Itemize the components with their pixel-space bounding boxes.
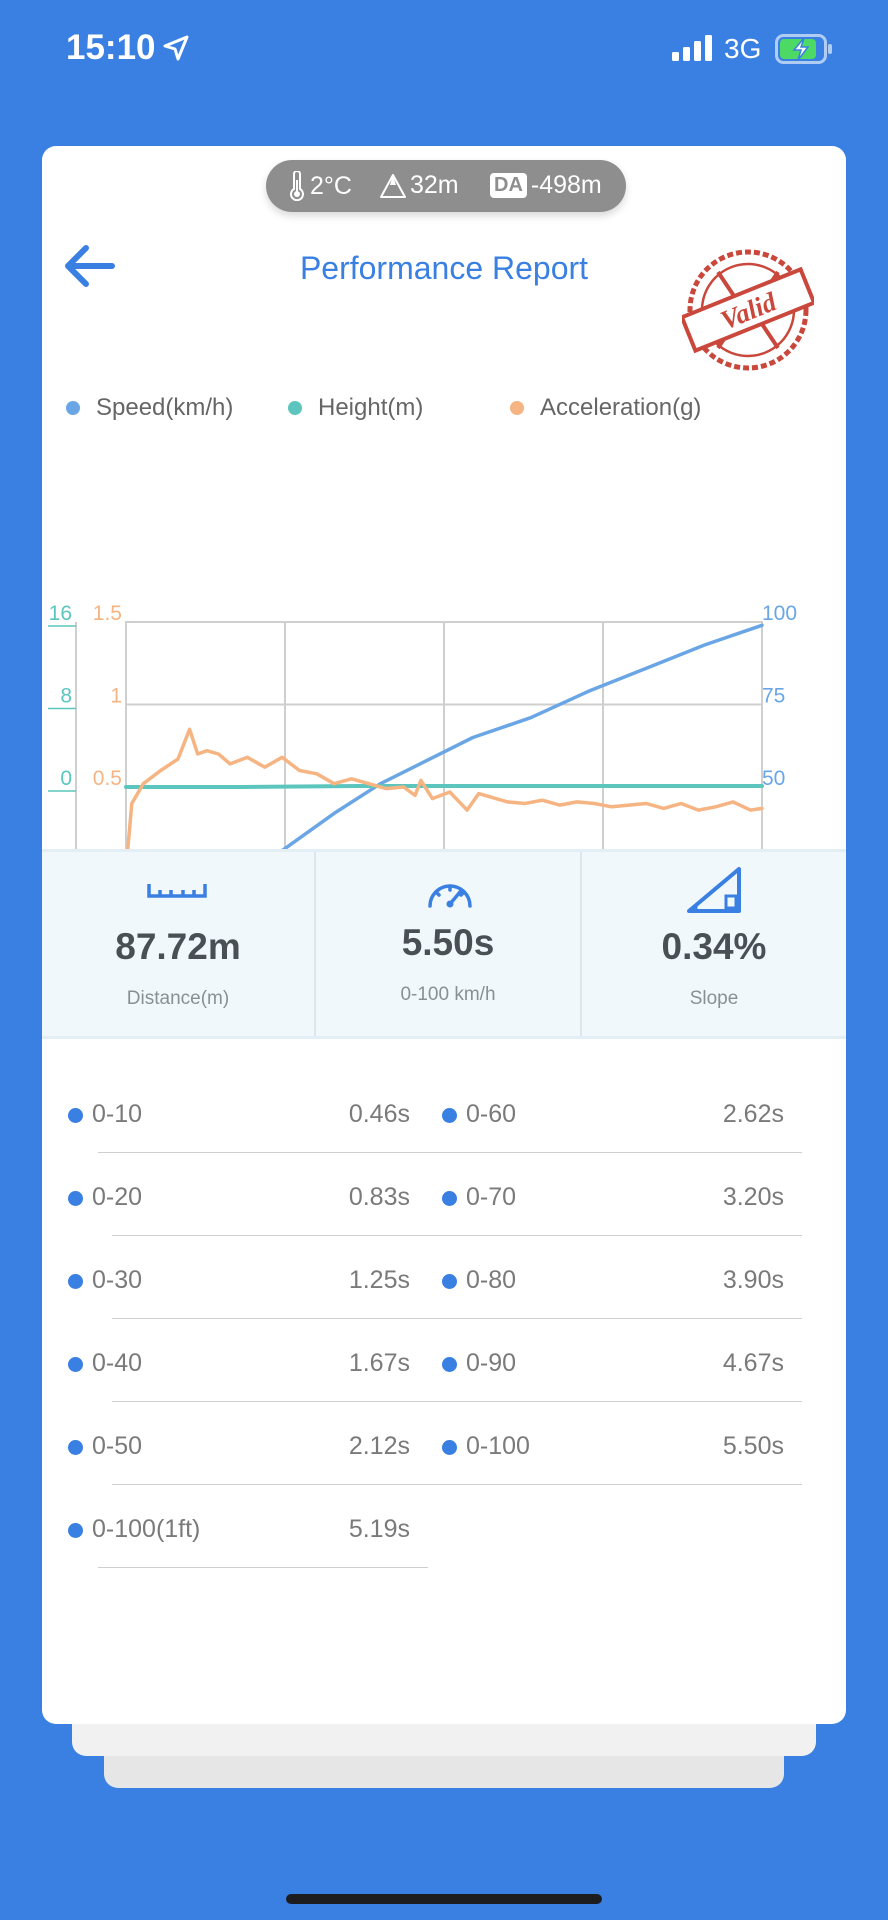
da-badge: DA [490,173,527,198]
split-divider [112,1318,802,1319]
status-time: 15:10 [66,28,156,67]
split-value: 5.19s [348,1515,410,1543]
environment-pill: 2°C 32m DA -498m [266,160,626,212]
speed-tick-label: 75 [762,685,785,708]
split-divider [112,1401,802,1402]
location-arrow-icon [163,35,189,61]
distance-value: 87.72m [115,926,241,967]
legend-speed-label: Speed(km/h) [96,394,234,421]
split-dot [68,1523,83,1538]
distance-label: Distance(m) [126,988,230,1009]
split-label: 0-10 [92,1100,143,1128]
status-bar: 15:10 3G [0,0,888,100]
height-tick-label: 8 [60,685,72,708]
back-button[interactable] [60,238,122,294]
density-altitude-item: DA -498m [486,171,602,200]
split-value: 0.46s [348,1100,410,1128]
network-type: 3G [724,33,762,64]
height-tick-label: 16 [49,602,72,625]
split-divider [112,1235,802,1236]
valid-stamp: Valid [682,249,814,371]
split-label: 0-90 [466,1349,517,1377]
split-label: 0-80 [466,1266,517,1294]
slope-label: Slope [689,988,739,1009]
split-value: 3.90s [722,1266,784,1294]
height-tick-label: 0 [60,767,72,790]
split-dot [442,1440,457,1455]
speed-tick-label: 50 [762,767,785,790]
split-value: 1.67s [348,1349,410,1377]
split-value: 3.20s [722,1183,784,1211]
page-title: Performance Report [299,250,589,286]
split-dot [68,1274,83,1289]
stat-distance: 87.72m Distance(m) [42,852,314,1036]
split-label: 0-40 [92,1349,143,1377]
slope-value: 0.34% [661,926,767,967]
split-value: 4.67s [722,1349,784,1377]
split-label: 0-100 [466,1432,530,1460]
accel-tick-label: 1.5 [93,602,122,625]
legend-acceleration-dot [510,401,524,415]
temperature-item: 2°C [288,171,352,201]
speed-tick-label: 100 [762,602,797,625]
split-divider [112,1484,802,1485]
split-divider [112,1152,802,1153]
split-label: 0-20 [92,1183,143,1211]
signal-icon [672,35,712,61]
altitude-item: 32m [380,171,459,200]
split-value: 2.62s [722,1100,784,1128]
split-label: 0-100(1ft) [92,1515,201,1543]
split-value: 0.83s [348,1183,410,1211]
legend-height-dot [288,401,302,415]
stat-slope: 0.34% Slope [582,852,846,1036]
speedometer-icon [428,884,472,908]
legend-speed: Speed(km/h) [66,394,233,422]
battery-charging-icon [775,34,832,64]
stat-divider [580,852,582,1036]
split-label: 0-30 [92,1266,143,1294]
split-dot [442,1108,457,1123]
split-dot [68,1440,83,1455]
report-card: 2°C 32m DA -498m Performance Report Vali… [42,146,846,1724]
stat-acceleration-time: 5.50s 0-100 km/h [316,852,580,1036]
accel-tick-label: 1 [110,685,122,708]
split-value: 5.50s [722,1432,784,1460]
mountain-icon [380,173,406,198]
temperature-value: 2°C [310,171,352,200]
split-label: 0-60 [466,1100,517,1128]
legend-height-label: Height(m) [318,394,424,421]
legend-acceleration-label: Acceleration(g) [540,394,702,421]
legend-acceleration: Acceleration(g) [510,394,701,422]
thermometer-icon [290,171,304,201]
home-indicator[interactable] [286,1894,602,1904]
split-dot [68,1108,83,1123]
ruler-icon [147,884,207,898]
split-divider [98,1567,428,1568]
density-altitude-value: -498m [530,171,602,199]
split-value: 2.12s [348,1432,410,1460]
split-label: 0-50 [92,1432,143,1460]
accel-tick-label: 0.5 [93,767,122,790]
split-dot [68,1357,83,1372]
stat-divider [314,852,316,1036]
split-value: 1.25s [348,1266,410,1294]
arrow-left-icon [65,245,115,287]
altitude-value: 32m [410,171,459,199]
split-label: 0-70 [466,1183,517,1211]
split-dot [68,1191,83,1206]
legend-speed-dot [66,401,80,415]
slope-icon [687,867,741,913]
stats-panel: 87.72m Distance(m) 5.50s 0-100 km/h 0.34… [42,849,846,1039]
series-line-accel [124,727,764,872]
time-label: 0-100 km/h [400,984,496,1005]
split-dot [442,1191,457,1206]
series-line-height [124,784,764,789]
time-value: 5.50s [401,922,495,963]
split-dot [442,1274,457,1289]
legend-height: Height(m) [288,394,423,422]
split-dot [442,1357,457,1372]
